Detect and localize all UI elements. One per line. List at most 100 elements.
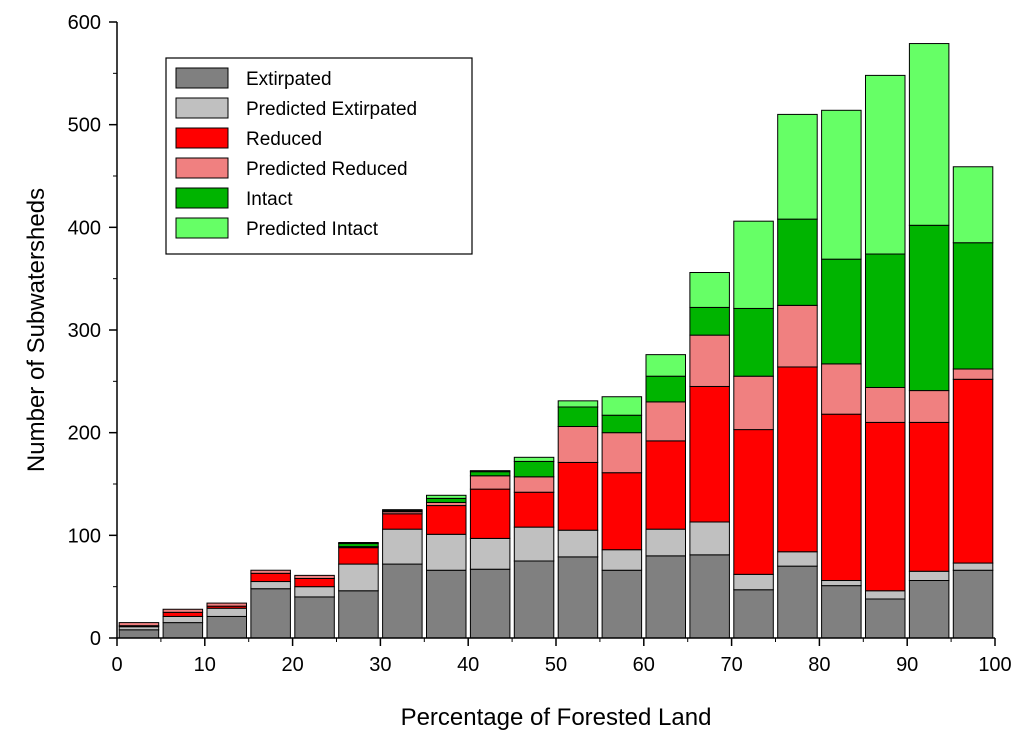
bar-predicted-reduced-18 — [908, 390, 950, 423]
bar-reduced-5 — [338, 547, 379, 565]
bar-predicted-intact-12 — [645, 354, 687, 377]
bar-reduced-9 — [513, 491, 555, 528]
bar-reduced-3 — [250, 572, 291, 583]
y-tick-label-300: 300 — [68, 320, 101, 342]
y-tick-label-400: 400 — [68, 217, 101, 239]
bar-predicted-extirpated-13 — [689, 521, 730, 556]
bar-intact-10 — [557, 406, 599, 428]
y-tick-label-500: 500 — [68, 115, 101, 137]
bar-extirpated-15 — [777, 565, 818, 639]
legend-swatch-intact — [175, 187, 229, 209]
legend-label-predicted-reduced: Predicted Reduced — [246, 159, 408, 180]
bar-predicted-reduced-16 — [821, 363, 862, 415]
bar-predicted-extirpated-16 — [821, 580, 862, 587]
bar-reduced-16 — [821, 413, 862, 582]
legend-label-intact: Intact — [246, 189, 293, 210]
bar-predicted-reduced-12 — [645, 401, 687, 442]
bar-extirpated-13 — [689, 554, 730, 639]
x-tick-label-50: 50 — [545, 654, 567, 676]
bars-layer — [118, 43, 994, 639]
y-tick-label-0: 0 — [90, 628, 101, 650]
bar-predicted-extirpated-11 — [601, 549, 643, 571]
legend-label-predicted-extirpated: Predicted Extirpated — [246, 99, 417, 120]
bar-reduced-12 — [645, 440, 687, 530]
bar-predicted-extirpated-8 — [469, 537, 511, 570]
bar-predicted-intact-11 — [601, 396, 643, 416]
bar-intact-16 — [821, 258, 862, 365]
bar-predicted-extirpated-14 — [733, 573, 774, 591]
bar-predicted-reduced-2 — [206, 602, 248, 607]
bar-extirpated-16 — [821, 585, 862, 639]
bar-extirpated-7 — [425, 569, 467, 639]
x-tick-label-80: 80 — [808, 654, 830, 676]
bar-intact-18 — [908, 224, 950, 392]
bar-predicted-reduced-4 — [294, 574, 335, 579]
bar-predicted-reduced-13 — [689, 334, 730, 387]
bar-reduced-15 — [777, 366, 818, 553]
bar-predicted-extirpated-4 — [294, 586, 335, 598]
bar-predicted-reduced-17 — [864, 386, 906, 423]
bar-reduced-14 — [733, 429, 774, 575]
bar-predicted-reduced-3 — [250, 569, 291, 574]
bar-intact-14 — [733, 307, 774, 377]
bar-predicted-extirpated-2 — [206, 607, 248, 617]
y-tick-label-200: 200 — [68, 423, 101, 445]
x-tick-label-10: 10 — [194, 654, 216, 676]
legend-label-extirpated: Extirpated — [246, 69, 332, 90]
bar-predicted-intact-7 — [425, 494, 467, 499]
bar-predicted-intact-6 — [382, 509, 423, 512]
bar-predicted-intact-15 — [777, 113, 818, 220]
bar-reduced-10 — [557, 461, 599, 531]
bar-predicted-reduced-10 — [557, 426, 599, 463]
bar-extirpated-11 — [601, 569, 643, 639]
x-tick-label-60: 60 — [633, 654, 655, 676]
bar-predicted-intact-17 — [864, 74, 906, 255]
x-tick-label-40: 40 — [457, 654, 479, 676]
bar-reduced-4 — [294, 577, 335, 588]
y-tick-label-100: 100 — [68, 525, 101, 547]
bar-intact-17 — [864, 253, 906, 388]
x-tick-label-100: 100 — [978, 654, 1011, 676]
bar-predicted-extirpated-7 — [425, 533, 467, 571]
x-tick-label-70: 70 — [720, 654, 742, 676]
bar-reduced-19 — [952, 378, 994, 564]
bar-predicted-intact-19 — [952, 166, 994, 244]
legend-swatch-predicted-intact — [175, 217, 229, 239]
bar-predicted-extirpated-10 — [557, 529, 599, 558]
bar-predicted-intact-14 — [733, 220, 774, 309]
bar-predicted-extirpated-5 — [338, 563, 379, 592]
bar-predicted-intact-18 — [908, 43, 950, 226]
bar-extirpated-19 — [952, 569, 994, 639]
bar-reduced-13 — [689, 385, 730, 523]
bar-extirpated-2 — [206, 615, 248, 639]
bar-predicted-intact-8 — [469, 470, 511, 473]
bar-predicted-reduced-14 — [733, 375, 774, 431]
bar-reduced-1 — [162, 611, 204, 617]
bar-predicted-intact-10 — [557, 400, 599, 408]
bar-predicted-extirpated-12 — [645, 528, 687, 557]
bar-intact-19 — [952, 242, 994, 370]
bar-predicted-reduced-8 — [469, 475, 511, 490]
axes-layer: 0 10 20 30 40 50 60 70 80 90 100 0 100 200 300 400 500 60… — [23, 12, 1012, 731]
x-tick-label-30: 30 — [369, 654, 391, 676]
legend-label-predicted-intact: Predicted Intact — [246, 219, 379, 240]
y-tick-label-600: 600 — [68, 12, 101, 34]
bar-extirpated-9 — [513, 560, 555, 639]
bar-predicted-reduced-15 — [777, 304, 818, 368]
bar-extirpated-14 — [733, 589, 774, 639]
bar-intact-11 — [601, 414, 643, 434]
bar-extirpated-10 — [557, 556, 599, 639]
bar-predicted-intact-16 — [821, 109, 862, 260]
x-tick-label-0: 0 — [111, 654, 122, 676]
x-axis-title: Percentage of Forested Land — [401, 704, 712, 731]
bar-predicted-extirpated-9 — [513, 526, 555, 562]
bar-predicted-reduced-11 — [601, 432, 643, 474]
bar-predicted-reduced-1 — [162, 608, 204, 613]
bar-reduced-7 — [425, 505, 467, 535]
legend-swatch-extirpated — [175, 67, 229, 89]
bar-predicted-extirpated-18 — [908, 570, 950, 582]
bar-extirpated-6 — [382, 563, 423, 639]
bar-reduced-6 — [382, 513, 423, 530]
bar-predicted-reduced-19 — [952, 368, 994, 380]
y-axis-title: Number of Subwatersheds — [23, 188, 50, 472]
